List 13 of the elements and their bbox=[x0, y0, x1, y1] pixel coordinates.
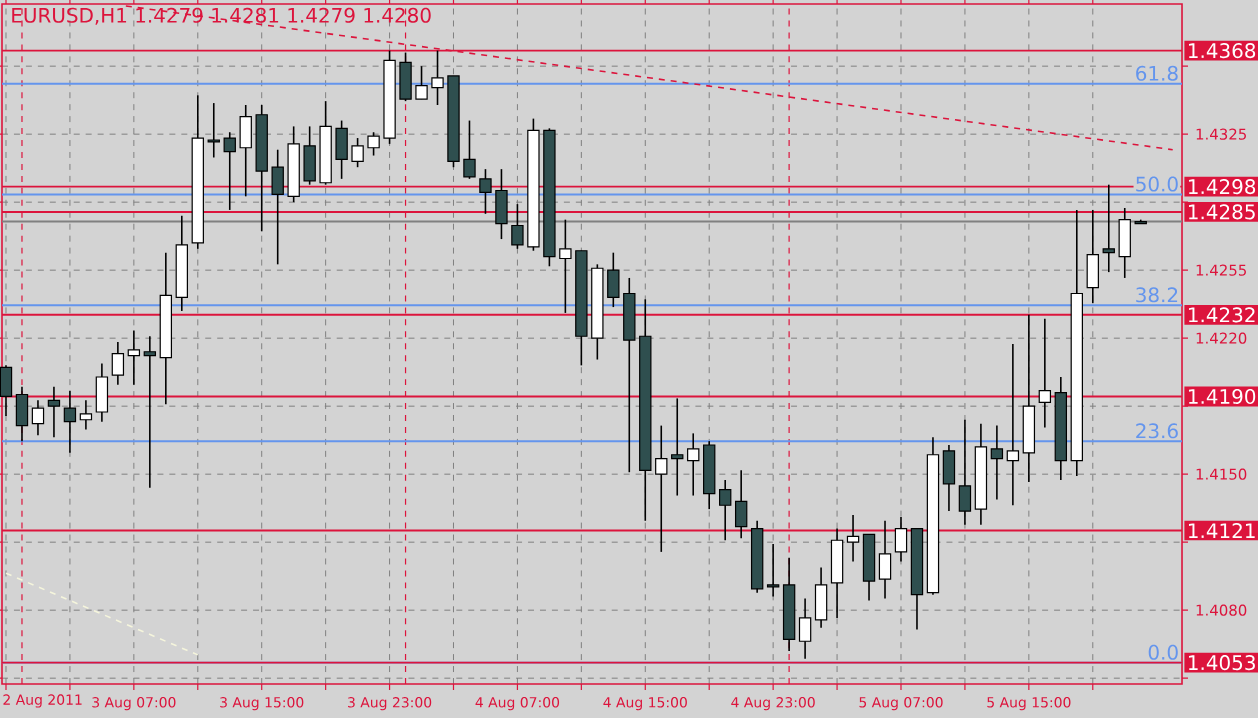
ref-line-label: 1.4285 bbox=[1188, 204, 1255, 220]
ref-line-label: 1.4190 bbox=[1188, 388, 1256, 404]
annotation: 50.0 bbox=[1136, 176, 1178, 192]
annotation: 38.2 bbox=[1136, 287, 1178, 303]
ref-line-label: 1.4368 bbox=[1188, 43, 1256, 59]
annotation: 61.8 bbox=[1136, 65, 1178, 81]
ref-line-label: 1.4298 bbox=[1188, 179, 1256, 195]
ref-line-label: 1.4232 bbox=[1188, 307, 1255, 323]
chart-title: EURUSD,H1 1.4279 1.4281 1.4279 1.4280 bbox=[12, 7, 431, 25]
annotation: 23.6 bbox=[1136, 423, 1178, 439]
annotation: 0.0 bbox=[1148, 644, 1178, 660]
ref-line-label: 1.4121 bbox=[1188, 523, 1255, 538]
ref-line-label: 1.4053 bbox=[1188, 655, 1255, 671]
